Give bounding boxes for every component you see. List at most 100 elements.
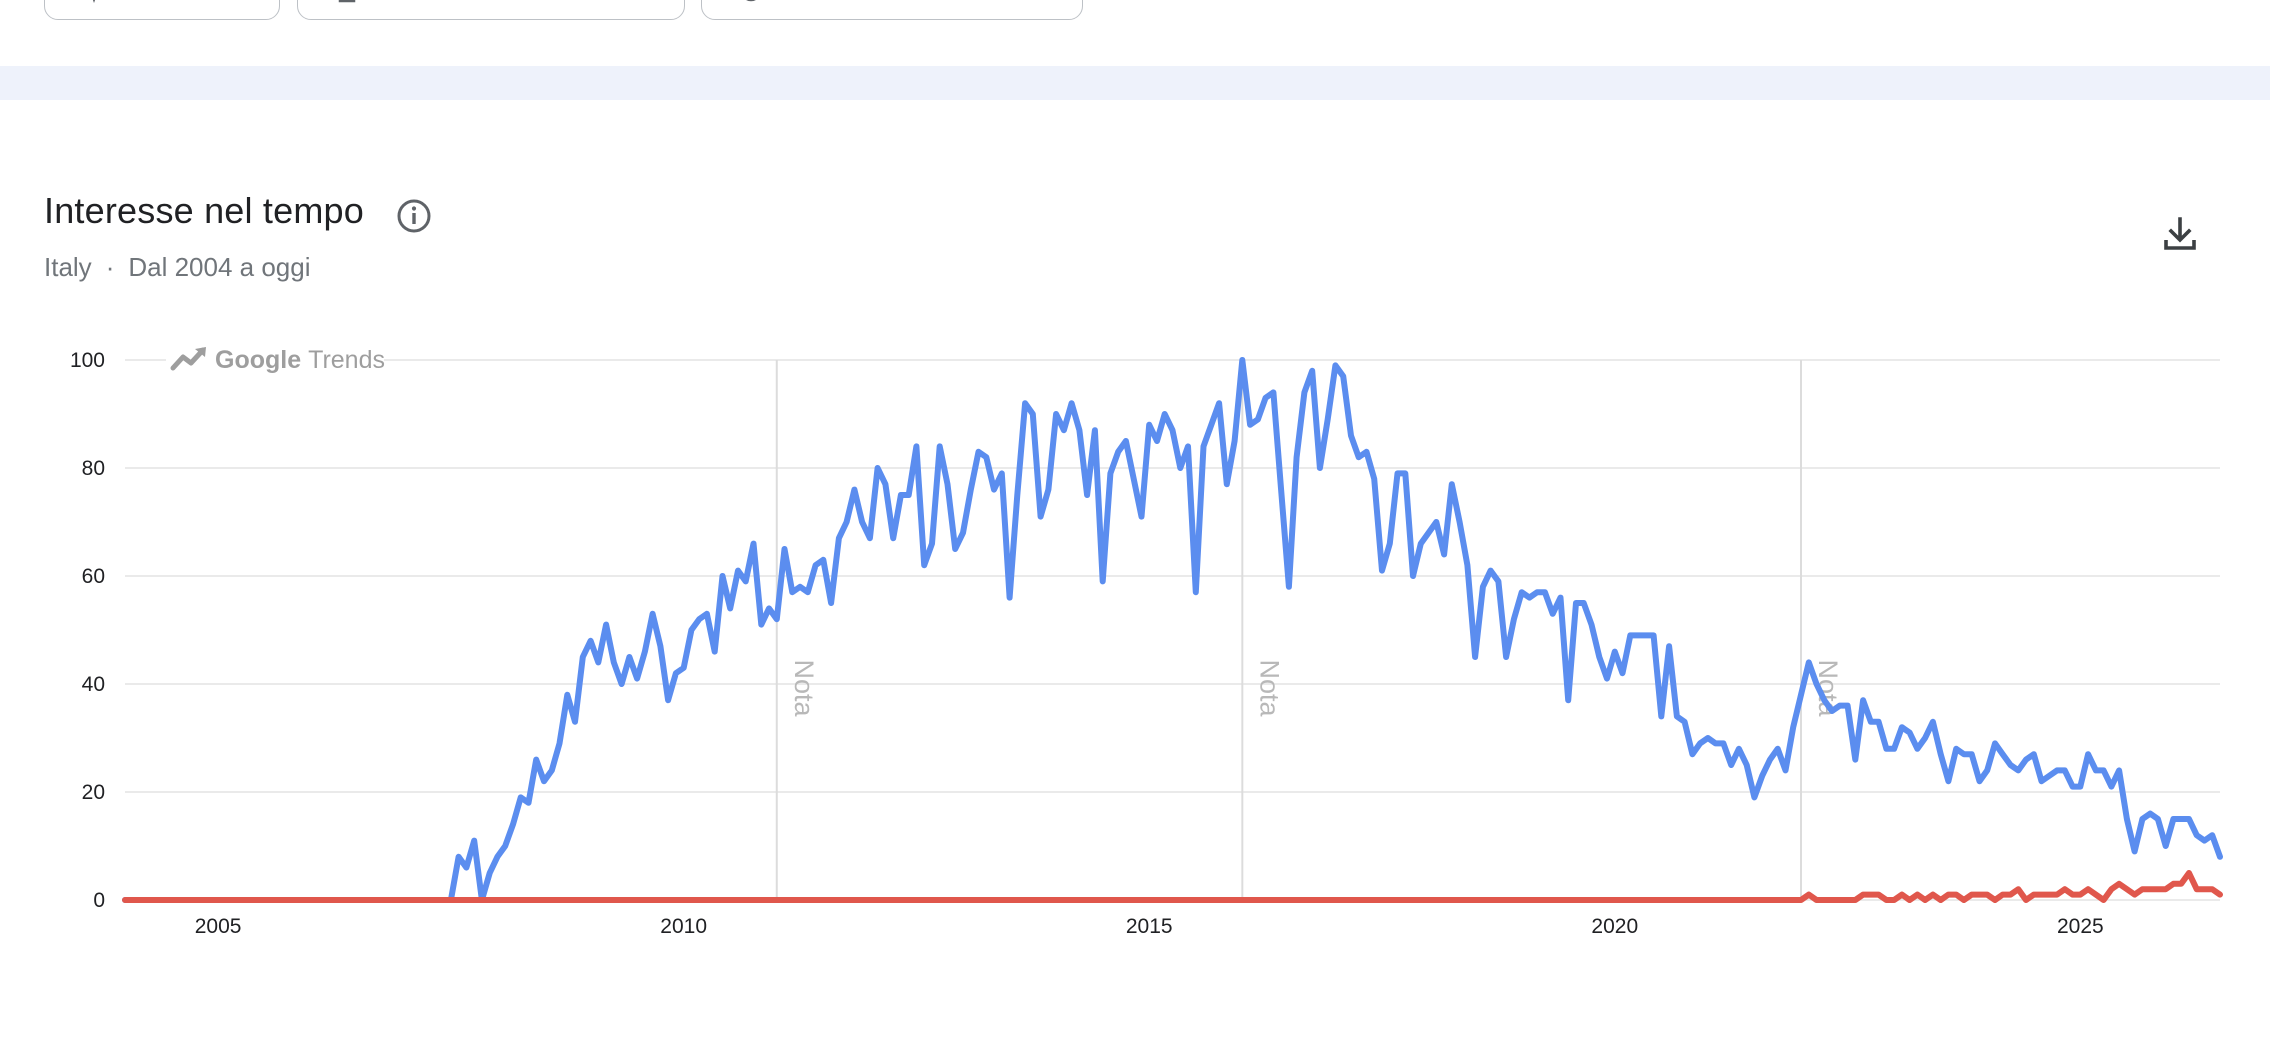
series-1-point bbox=[1801, 900, 1802, 901]
series-1-point bbox=[1948, 894, 1949, 895]
series-0-point bbox=[1025, 403, 1026, 404]
series-1-point bbox=[1963, 900, 1964, 901]
series-1-point bbox=[2142, 889, 2143, 890]
series-0-point bbox=[2049, 775, 2050, 776]
series-1-point bbox=[2134, 894, 2135, 895]
series-0-point bbox=[714, 651, 715, 652]
series-0-point bbox=[1839, 705, 1840, 706]
series-0-point bbox=[1211, 424, 1212, 425]
series-0-point bbox=[1599, 657, 1600, 658]
series-1-point bbox=[2088, 889, 2089, 890]
series-0-point bbox=[598, 662, 599, 663]
info-icon[interactable] bbox=[396, 198, 432, 234]
series-0-point bbox=[1529, 597, 1530, 598]
series-0-point bbox=[536, 759, 537, 760]
series-0-point bbox=[838, 538, 839, 539]
series-1-point bbox=[2026, 900, 2027, 901]
series-1-point bbox=[1894, 900, 1895, 901]
series-0-point bbox=[1731, 765, 1732, 766]
series-0-point bbox=[761, 624, 762, 625]
series-0-point bbox=[1971, 754, 1972, 755]
category-icon bbox=[746, 0, 756, 2]
series-0-point bbox=[2196, 835, 2197, 836]
series-0-point bbox=[1537, 592, 1538, 593]
series-0-point bbox=[932, 543, 933, 544]
series-0-point bbox=[955, 549, 956, 550]
filter-pill-category[interactable] bbox=[701, 0, 1083, 20]
series-1-point bbox=[2173, 883, 2174, 884]
series-lines bbox=[122, 357, 2223, 903]
series-1-point bbox=[2204, 889, 2205, 890]
x-tick-label: 2020 bbox=[1591, 915, 1638, 938]
series-0-point bbox=[1001, 473, 1002, 474]
series-0-point bbox=[466, 867, 467, 868]
series-0-point bbox=[1762, 775, 1763, 776]
series-0-point bbox=[551, 770, 552, 771]
series-0-point bbox=[800, 586, 801, 587]
filter-pill-region[interactable] bbox=[44, 0, 280, 20]
series-1-point bbox=[2103, 900, 2104, 901]
series-0-point bbox=[1288, 586, 1289, 587]
series-0-point bbox=[1684, 721, 1685, 722]
series-0-point bbox=[1079, 430, 1080, 431]
watermark-product: Trends bbox=[308, 346, 385, 374]
series-1-point bbox=[2057, 894, 2058, 895]
series-0-point bbox=[1125, 441, 1126, 442]
series-0-point bbox=[1374, 478, 1375, 479]
series-0-point bbox=[1925, 738, 1926, 739]
series-0-point bbox=[691, 630, 692, 631]
y-tick-label: 100 bbox=[70, 349, 105, 372]
series-0-point bbox=[1917, 748, 1918, 749]
series-0-point bbox=[893, 538, 894, 539]
series-1-point bbox=[1971, 894, 1972, 895]
series-0-point bbox=[1467, 565, 1468, 566]
series-0-point bbox=[1816, 684, 1817, 685]
series-0-point bbox=[1552, 613, 1553, 614]
series-0-point bbox=[1808, 662, 1809, 663]
series-0-point bbox=[1304, 392, 1305, 393]
series-0-point bbox=[2072, 786, 2073, 787]
series-0-point bbox=[1389, 543, 1390, 544]
series-0-point bbox=[1979, 781, 1980, 782]
series-0-point bbox=[1382, 570, 1383, 571]
series-0-point bbox=[769, 608, 770, 609]
series-0-point bbox=[621, 684, 622, 685]
series-0-point bbox=[1855, 759, 1856, 760]
series-0-point bbox=[2204, 840, 2205, 841]
series-0-point bbox=[1645, 635, 1646, 636]
series-0-point bbox=[1715, 743, 1716, 744]
series-0-point bbox=[869, 538, 870, 539]
series-0-point bbox=[947, 484, 948, 485]
annotation-label[interactable]: Nota bbox=[1254, 659, 1284, 717]
series-0-point bbox=[668, 700, 669, 701]
series-1-point bbox=[1816, 900, 1817, 901]
series-0-point bbox=[1351, 435, 1352, 436]
series-0-point bbox=[1793, 727, 1794, 728]
series-line-1 bbox=[122, 870, 2223, 903]
series-0-point bbox=[1327, 419, 1328, 420]
series-0-point bbox=[745, 581, 746, 582]
series-0-point bbox=[567, 694, 568, 695]
series-1-point bbox=[125, 900, 126, 901]
series-0-point bbox=[815, 565, 816, 566]
series-0-point bbox=[1506, 657, 1507, 658]
series-0-point bbox=[683, 667, 684, 668]
series-0-point bbox=[1451, 484, 1452, 485]
filter-pill-period[interactable] bbox=[297, 0, 685, 20]
series-0-point bbox=[2220, 856, 2221, 857]
series-0-point bbox=[1102, 581, 1103, 582]
series-0-point bbox=[1358, 457, 1359, 458]
series-0-point bbox=[1576, 603, 1577, 604]
series-0-point bbox=[1056, 414, 1057, 415]
series-0-point bbox=[528, 802, 529, 803]
series-1-point bbox=[1925, 900, 1926, 901]
series-0-point bbox=[908, 495, 909, 496]
series-0-point bbox=[1607, 678, 1608, 679]
series-0-point bbox=[1180, 468, 1181, 469]
series-0-point bbox=[2157, 819, 2158, 820]
download-icon[interactable] bbox=[2160, 214, 2200, 254]
period-label: Dal 2004 a oggi bbox=[128, 252, 311, 282]
annotation-label[interactable]: Nota bbox=[789, 659, 819, 717]
series-0-point bbox=[1366, 451, 1367, 452]
series-1-point bbox=[1979, 894, 1980, 895]
